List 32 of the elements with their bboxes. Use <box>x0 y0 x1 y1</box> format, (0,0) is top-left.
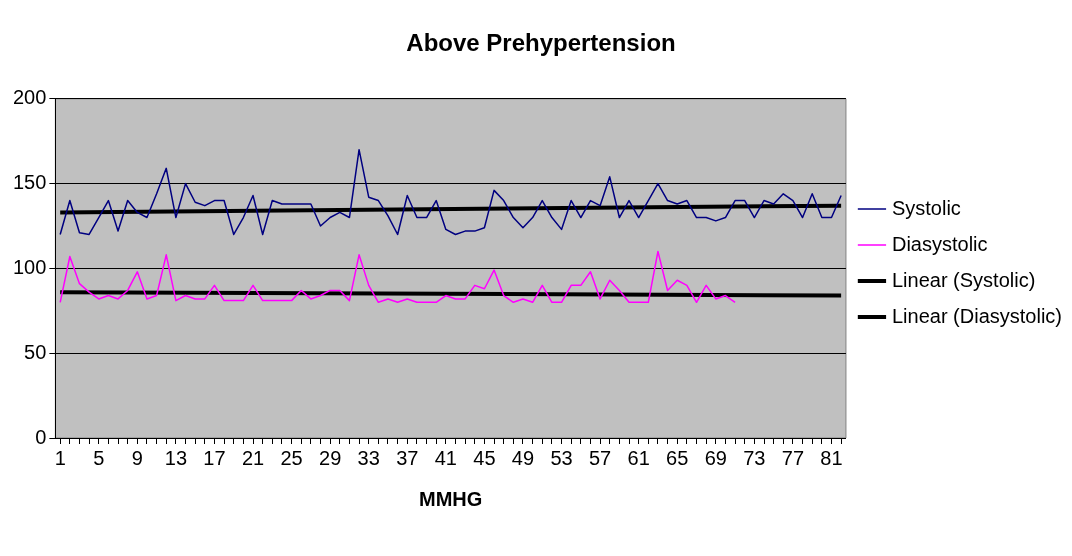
x-tick-label: 37 <box>396 446 419 469</box>
x-tick-label: 5 <box>93 446 105 469</box>
x-tick-label: 21 <box>241 446 265 469</box>
x-tick-label: 61 <box>627 446 650 469</box>
x-tick-label: 53 <box>550 446 573 469</box>
x-tick-label: 41 <box>434 446 457 469</box>
y-tick-label: 50 <box>24 340 47 363</box>
x-tick-label: 49 <box>511 446 535 469</box>
x-tick-label: 45 <box>473 446 496 469</box>
y-tick-label: 200 <box>12 86 47 109</box>
x-tick-label: 81 <box>820 446 843 469</box>
x-tick-label: 17 <box>203 446 226 469</box>
legend-label: Linear (Diasystolic) <box>891 304 1063 327</box>
x-tick-label: 29 <box>319 446 342 469</box>
x-tick-label: 73 <box>743 446 766 469</box>
x-tick-label: 77 <box>781 446 805 469</box>
x-axis-title: MMHG <box>419 487 483 510</box>
x-tick-label: 57 <box>588 446 612 469</box>
x-tick-label: 13 <box>164 446 188 469</box>
y-tick-label: 100 <box>12 255 47 278</box>
x-tick-label: 69 <box>704 446 727 469</box>
y-tick-label: 150 <box>12 171 47 194</box>
x-tick-label: 25 <box>280 446 303 469</box>
x-tick-label: 65 <box>666 446 689 469</box>
x-tick-label: 33 <box>357 446 380 469</box>
x-tick-label: 9 <box>131 446 143 469</box>
y-tick-label: 0 <box>35 425 47 448</box>
legend-label: Systolic <box>891 196 961 219</box>
x-tick-label: 1 <box>54 446 66 469</box>
legend-label: Diasystolic <box>891 232 988 255</box>
chart-title: Above Prehypertension <box>406 29 676 57</box>
legend-label: Linear (Systolic) <box>891 268 1036 291</box>
